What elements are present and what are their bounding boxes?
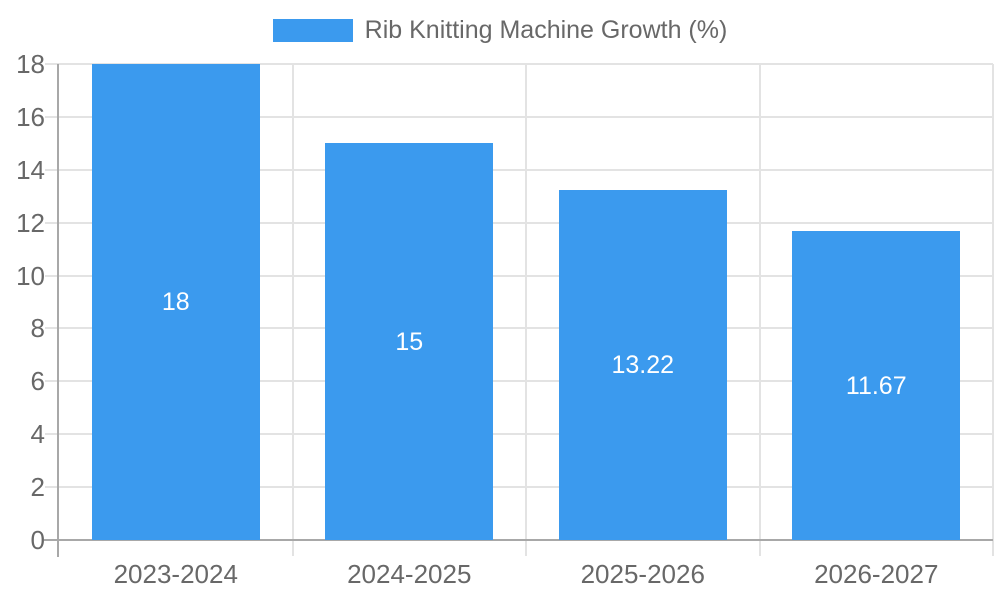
y-tick-mark xyxy=(45,168,59,171)
x-gridline xyxy=(291,64,294,556)
y-tick-mark xyxy=(45,486,59,489)
bar-value-label: 15 xyxy=(395,327,424,356)
y-tick-label: 2 xyxy=(30,472,45,503)
x-tick-label: 2024-2025 xyxy=(347,559,472,589)
y-axis-line xyxy=(57,64,59,557)
bar-value-label: 18 xyxy=(161,288,190,316)
y-tick-label: 0 xyxy=(30,525,45,555)
x-tick-label: 2023-2024 xyxy=(113,559,238,589)
bar[interactable] xyxy=(792,231,961,540)
y-tick-label: 16 xyxy=(16,101,45,132)
x-gridline xyxy=(992,64,994,556)
y-tick-label: 10 xyxy=(16,260,45,291)
y-tick-mark xyxy=(45,115,59,118)
bar[interactable] xyxy=(91,64,260,540)
bar[interactable] xyxy=(558,190,727,540)
x-tick-label: 2025-2026 xyxy=(580,559,705,589)
y-tick-mark xyxy=(45,63,59,65)
bar-value-label: 11.67 xyxy=(845,371,907,400)
y-tick-mark xyxy=(45,274,59,277)
y-tick-mark xyxy=(45,380,59,383)
y-tick-mark xyxy=(45,327,59,330)
y-tick-label: 18 xyxy=(16,49,45,79)
y-tick-label: 6 xyxy=(30,366,45,397)
chart-legend: Rib Knitting Machine Growth (%) xyxy=(0,16,1000,44)
y-tick-label: 14 xyxy=(16,154,45,185)
y-tick-mark xyxy=(45,221,59,224)
bar[interactable] xyxy=(325,143,494,540)
y-tick-label: 12 xyxy=(16,207,45,238)
y-tick-label: 4 xyxy=(30,419,45,450)
legend-swatch xyxy=(272,18,353,42)
x-gridline xyxy=(758,64,761,556)
x-tick-label: 2026-2027 xyxy=(814,559,939,589)
legend-item[interactable]: Rib Knitting Machine Growth (%) xyxy=(272,15,728,45)
y-tick-label: 8 xyxy=(30,313,45,344)
y-tick-mark xyxy=(45,433,59,436)
x-axis-line xyxy=(44,539,993,541)
legend-label: Rib Knitting Machine Growth (%) xyxy=(364,15,728,44)
bar-value-label: 13.22 xyxy=(611,351,675,380)
x-gridline xyxy=(525,64,527,556)
